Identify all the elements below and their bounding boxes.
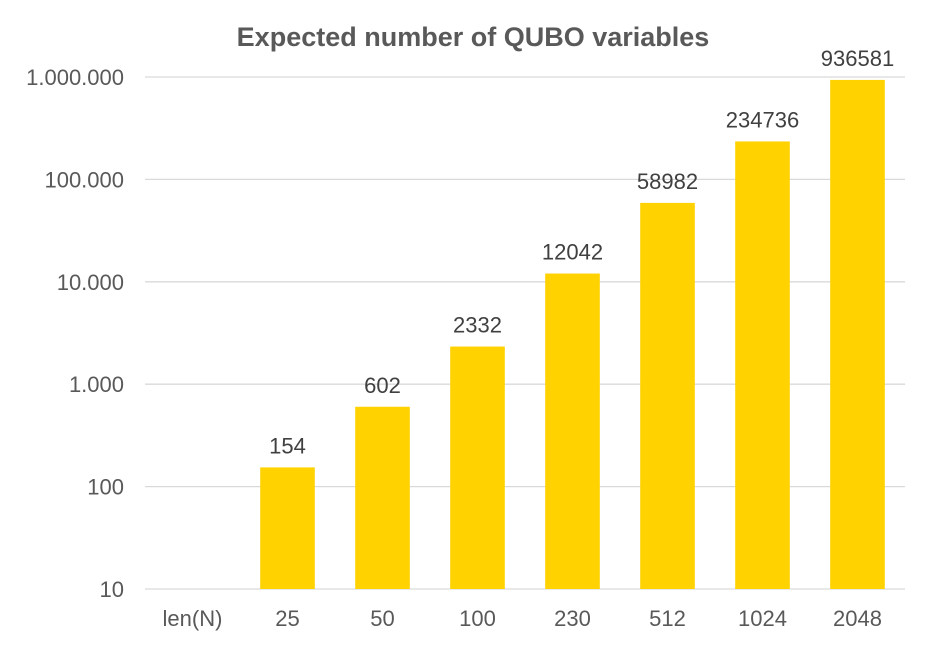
bar: [355, 406, 410, 589]
y-tick-label: 10.000: [57, 270, 124, 295]
y-tick-label: 1.000.000: [26, 65, 124, 90]
x-category-label: 1024: [738, 606, 787, 631]
x-axis-category-labels: len(N) 25 50 100 230 512 1024 2048: [163, 606, 882, 631]
y-tick-label: 1.000: [69, 372, 124, 397]
bar: [260, 467, 315, 589]
y-tick-label: 100.000: [44, 167, 124, 192]
bar: [830, 79, 885, 589]
y-tick-label: 100: [87, 475, 124, 500]
bar: [545, 273, 600, 589]
data-label: 234736: [726, 107, 799, 132]
data-labels: 154 602 2332 12042 58982 234736 936581: [269, 46, 894, 458]
gridlines: [145, 76, 905, 590]
data-label: 58982: [637, 169, 698, 194]
bar: [735, 141, 790, 589]
data-label: 602: [364, 373, 401, 398]
x-category-label: 2048: [833, 606, 882, 631]
data-label: 12042: [542, 240, 603, 265]
x-category-label: len(N): [163, 606, 223, 631]
x-category-label: 100: [459, 606, 496, 631]
x-category-label: 512: [649, 606, 686, 631]
x-category-label: 50: [370, 606, 394, 631]
y-tick-label: 10: [100, 577, 124, 602]
x-category-label: 25: [275, 606, 299, 631]
data-label: 2332: [453, 313, 502, 338]
bars: [260, 79, 885, 589]
chart-title: Expected number of QUBO variables: [237, 22, 710, 52]
data-label: 154: [269, 433, 306, 458]
x-category-label: 230: [554, 606, 591, 631]
bar: [640, 202, 695, 589]
bar: [450, 346, 505, 589]
y-axis-tick-labels: 10 100 1.000 10.000 100.000 1.000.000: [26, 65, 124, 602]
data-label: 936581: [821, 46, 894, 71]
